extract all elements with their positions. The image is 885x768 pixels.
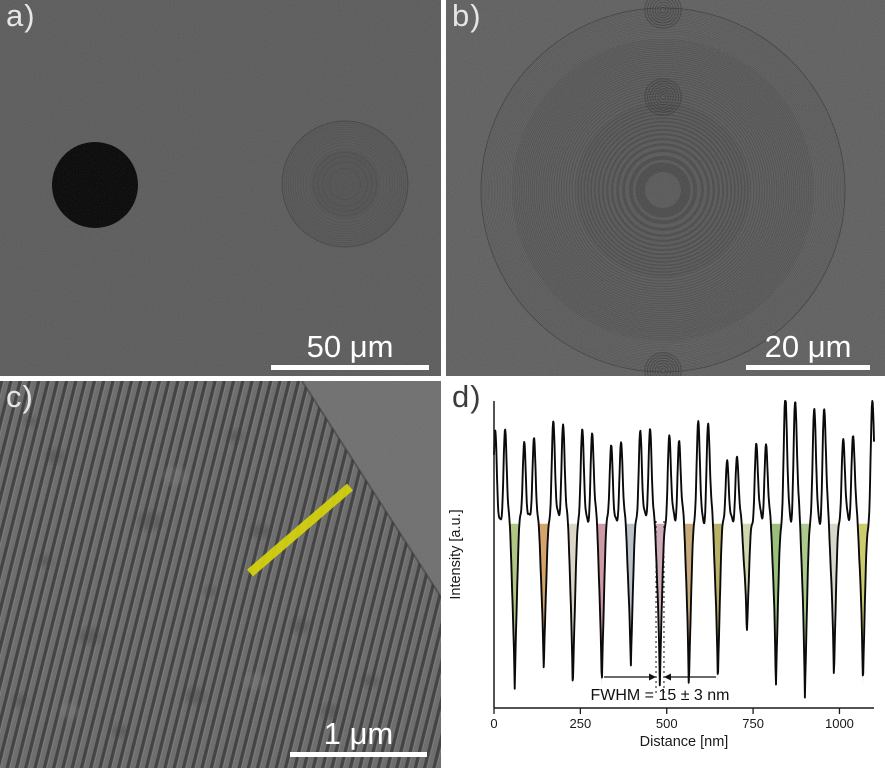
sem-noise-texture [446, 0, 885, 376]
panel-d-line-profile-chart: 0 250 500 750 1000 Distance [nm] Intensity [a.… [446, 381, 885, 768]
chart-axes: 0 250 500 750 1000 Distance [nm] Intensity [a.… [448, 401, 874, 750]
panel-b-label: b) [452, 0, 482, 33]
panel-c-grating: c) 1 μm [0, 381, 441, 768]
panel-c-label: c) [6, 381, 34, 414]
panel-a-label: a) [6, 0, 36, 33]
fwhm-arrow-right [663, 673, 671, 681]
panel-b-scalebar-line [746, 365, 870, 370]
panel-a-scalebar-label: 50 μm [306, 329, 394, 364]
sem-image-a [0, 0, 441, 376]
panel-a-scalebar-line [271, 365, 429, 370]
panel-c-scalebar-line [290, 752, 427, 757]
panel-b-zone-plate: b) 20 μm [446, 0, 885, 376]
x-tick-label: 1000 [825, 716, 854, 731]
panel-d-label: d) [452, 381, 482, 414]
x-tick-label: 500 [656, 716, 678, 731]
panel-a-scalebar: 50 μm [271, 331, 429, 370]
sem-noise-texture [0, 0, 441, 376]
x-tick-label: 750 [742, 716, 764, 731]
panel-c-scalebar-label: 1 μm [323, 716, 394, 751]
fwhm-label: FWHM = 15 ± 3 nm [590, 687, 729, 704]
sem-noise-texture [0, 381, 441, 768]
panel-b-scalebar: 20 μm [746, 331, 870, 370]
intensity-profile-chart: 0 250 500 750 1000 Distance [nm] Intensity [a.… [446, 381, 885, 768]
x-tick-label: 250 [570, 716, 592, 731]
y-axis-label: Intensity [a.u.] [448, 509, 464, 599]
chart-profile-curve [493, 400, 875, 699]
panel-a-sem-overview: a) 50 μm [0, 0, 441, 376]
sem-image-c [0, 381, 441, 768]
panel-c-scalebar: 1 μm [290, 718, 427, 757]
x-tick-label: 0 [490, 716, 497, 731]
panel-b-scalebar-label: 20 μm [764, 329, 852, 364]
x-axis-label: Distance [nm] [640, 734, 729, 750]
fwhm-arrow-left [649, 673, 657, 681]
sem-image-b [446, 0, 885, 376]
chart-fwhm-annotation: FWHM = 15 ± 3 nm [590, 521, 730, 704]
